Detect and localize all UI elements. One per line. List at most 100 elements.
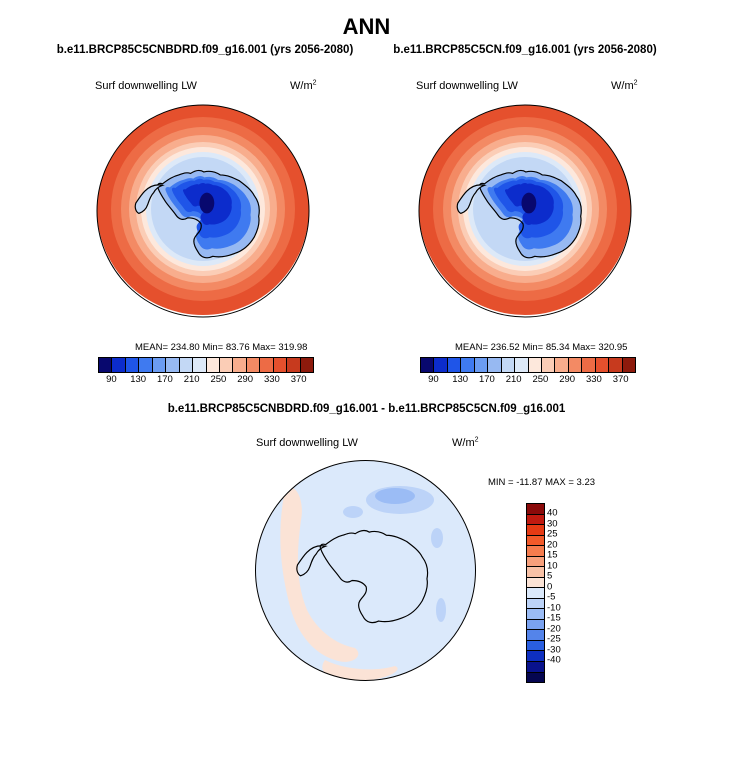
diff-polar-map [255, 460, 476, 681]
panel-2-stats: MEAN= 236.52 Min= 85.34 Max= 320.95 [455, 342, 628, 353]
colorbar-swatch [474, 358, 489, 372]
colorbar-swatch [527, 672, 544, 683]
colorbar-swatch [99, 358, 113, 372]
colorbar-swatch [527, 619, 544, 631]
colorbar-tick-label: -30 [547, 644, 561, 656]
negative-anomaly [431, 528, 443, 548]
colorbar-swatch [527, 504, 544, 515]
colorbar-swatch [193, 358, 207, 372]
colorbar-swatch [125, 358, 140, 372]
colorbar-tick-label: 20 [547, 539, 558, 551]
colorbar-swatch [527, 651, 544, 662]
colorbar-tick-label: 90 [106, 374, 117, 385]
panel-2-polar-map [418, 104, 632, 318]
colorbar-tick-label: 210 [505, 374, 522, 385]
colorbar-swatch [527, 567, 544, 578]
colorbar-tick-label: 130 [130, 374, 147, 385]
positive-anomaly [322, 660, 398, 681]
colorbar-swatch [622, 358, 635, 372]
colorbar-tick-label: 370 [290, 374, 307, 385]
map-border [96, 104, 310, 318]
panel-2-units-label: W/m2 [611, 79, 638, 92]
colorbar-tick-label: 330 [263, 374, 280, 385]
colorbar-tick-label: -20 [547, 623, 561, 635]
dome-minimum [521, 192, 537, 214]
colorbar-tick-label: 330 [585, 374, 602, 385]
colorbar-swatch [527, 535, 544, 547]
colorbar-swatch [434, 358, 448, 372]
panel-1-case-title: b.e11.BRCP85C5CNBDRD.f09_g16.001 (yrs 20… [56, 44, 354, 56]
colorbar-swatch [527, 588, 544, 599]
panel-1-polar-map [96, 104, 310, 318]
peninsula-coastline [296, 545, 328, 577]
diff-stats: MIN = -11.87 MAX = 3.23 [488, 477, 596, 488]
colorbar-tick-label: 15 [547, 549, 558, 561]
panel-2-colorbar [420, 357, 636, 373]
peninsula-coastline [134, 184, 165, 215]
peninsula-coastline [456, 184, 487, 215]
colorbar-tick-label: 40 [547, 507, 558, 519]
colorbar-tick-label: -10 [547, 602, 561, 614]
colorbar-tick-label: 90 [428, 374, 439, 385]
panel-2-case-title: b.e11.BRCP85C5CN.f09_g16.001 (yrs 2056-2… [393, 44, 657, 56]
colorbar-tick-label: 170 [478, 374, 495, 385]
diff-variable-label: Surf downwelling LW [256, 437, 358, 449]
colorbar-swatch [541, 358, 556, 372]
colorbar-tick-label: 290 [559, 374, 576, 385]
colorbar-swatch [166, 358, 180, 372]
colorbar-swatch [501, 358, 516, 372]
colorbar-tick-label: 10 [547, 560, 558, 572]
diff-colorbar-labels: 40 30 25 20 15 10 5 0 -5 -10 -15 -20 -25 -30 -40 [547, 503, 577, 681]
colorbar-swatch [233, 358, 247, 372]
colorbar-tick-label: 250 [532, 374, 549, 385]
map-border [418, 104, 632, 318]
dome-minimum [199, 192, 215, 214]
colorbar-tick-label: 210 [183, 374, 200, 385]
diff-title: b.e11.BRCP85C5CNBDRD.f09_g16.001 - b.e11… [167, 403, 566, 415]
negative-anomaly [343, 506, 363, 518]
diff-units-label: W/m2 [452, 436, 479, 449]
colorbar-swatch [139, 358, 153, 372]
panel-1-units-label: W/m2 [290, 79, 317, 92]
panel-2-colorbar-labels: 90 130 170 210 250 290 330 370 [420, 374, 634, 386]
colorbar-tick-label: -25 [547, 633, 561, 645]
colorbar-tick-label: -40 [547, 654, 561, 666]
colorbar-swatch [421, 358, 435, 372]
coastline [156, 169, 260, 259]
positive-anomaly [280, 487, 359, 662]
colorbar-tick-label: 250 [210, 374, 227, 385]
colorbar-swatch [527, 630, 544, 641]
colorbar-swatch [527, 598, 544, 610]
colorbar-swatch [527, 609, 544, 620]
colorbar-swatch [527, 514, 544, 526]
colorbar-swatch [461, 358, 475, 372]
colorbar-swatch [568, 358, 583, 372]
colorbar-swatch [152, 358, 167, 372]
colorbar-swatch [527, 577, 544, 589]
colorbar-swatch [246, 358, 261, 372]
colorbar-tick-label: -5 [547, 591, 556, 603]
colorbar-swatch [206, 358, 220, 372]
colorbar-swatch [527, 546, 544, 557]
panel-1-stats: MEAN= 234.80 Min= 83.76 Max= 319.98 [135, 342, 308, 353]
colorbar-swatch [582, 358, 596, 372]
colorbar-tick-label: 25 [547, 528, 558, 540]
negative-anomaly [436, 598, 446, 622]
colorbar-tick-label: 130 [452, 374, 469, 385]
colorbar-swatch [112, 358, 126, 372]
colorbar-swatch [300, 358, 313, 372]
colorbar-tick-label: 5 [547, 570, 553, 582]
colorbar-tick-label: 170 [156, 374, 173, 385]
coastline [478, 169, 582, 259]
colorbar-swatch [179, 358, 194, 372]
colorbar-swatch [609, 358, 623, 372]
negative-anomaly [375, 488, 415, 504]
colorbar-swatch [595, 358, 610, 372]
colorbar-swatch [488, 358, 502, 372]
colorbar-swatch [515, 358, 529, 372]
colorbar-swatch [447, 358, 462, 372]
coastline [319, 529, 429, 624]
colorbar-swatch [260, 358, 274, 372]
colorbar-swatch [273, 358, 288, 372]
panel-1-variable-label: Surf downwelling LW [95, 80, 197, 92]
